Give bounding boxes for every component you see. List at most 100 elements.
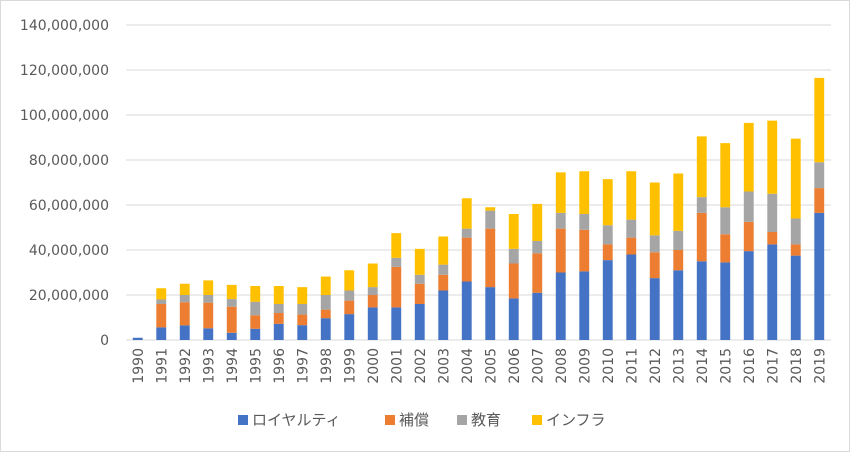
bar-segment-1 [226,332,237,340]
bar-segment-4 [602,179,613,226]
y-tick-label: 140,000,000 [20,18,109,34]
bar-segment-3 [203,295,214,303]
bar-segment-3 [226,299,237,307]
x-tick-label: 2010 [601,348,617,384]
bar-segment-1 [626,254,637,340]
bar-segment-2 [814,188,825,213]
y-tick-label: 20,000,000 [29,288,109,304]
y-tick-label: 40,000,000 [29,243,109,259]
bar-segment-3 [696,197,707,213]
x-tick-label: 1994 [225,348,241,384]
bar-segment-1 [461,281,472,340]
bar-segment-1 [696,261,707,340]
bar-segment-4 [508,214,519,249]
x-tick-label: 2000 [366,348,382,384]
bar-segment-4 [767,120,778,194]
bar-segment-3 [320,295,331,310]
legend-swatch [532,415,542,425]
bar-segment-4 [226,284,237,300]
x-tick-label: 1998 [319,348,335,384]
bar-segment-4 [649,182,660,236]
bar-segment-2 [720,234,731,263]
bar-segment-4 [344,270,355,291]
x-tick-label: 1999 [342,348,358,384]
bar-segment-1 [344,314,355,340]
bar-segment-2 [226,306,237,333]
legend-label: ロイヤルティ [252,411,341,429]
x-tick-label: 2018 [789,348,805,384]
bar-segment-3 [508,248,519,264]
bar-segment-4 [203,280,214,295]
bar-segment-3 [250,301,261,316]
bar-segment-4 [297,287,308,304]
bar-segment-4 [320,276,331,295]
bar-segment-2 [767,232,778,245]
x-tick-label: 1991 [154,348,170,384]
bar-segment-1 [367,307,378,340]
legend-swatch [457,415,467,425]
x-tick-label: 2008 [554,348,570,384]
bar-segment-3 [743,191,754,222]
bar-segment-1 [297,325,308,340]
bar-segment-2 [438,274,449,291]
bar-segment-1 [132,337,143,340]
x-tick-label: 2012 [648,348,664,384]
bar-segment-1 [743,251,754,340]
legend-label: 補償 [399,411,429,429]
bar-segment-2 [579,229,590,272]
bar-segment-1 [250,328,261,340]
bar-segment-2 [649,252,660,279]
bar-segment-4 [391,233,402,258]
bar-segment-2 [203,302,214,329]
bar-segment-3 [790,218,801,245]
bar-segment-4 [273,286,284,304]
bar-segment-2 [602,244,613,261]
bar-segment-2 [532,253,543,293]
bar-segment-4 [743,122,754,192]
x-tick-label: 2017 [765,348,781,384]
gridlines [126,24,831,341]
bar-segment-2 [696,212,707,262]
y-axis-tick-labels: 0 20,000,000 40,000,000 60,000,000 80,000,00… [20,18,109,349]
bar-segment-2 [461,237,472,282]
bar-segment-4 [696,136,707,198]
bar-segment-4 [485,207,496,211]
x-tick-label: 2014 [695,348,711,384]
bar-segment-1 [320,318,331,340]
x-tick-label: 1993 [201,348,217,384]
legend-swatch [385,415,395,425]
bar-segment-3 [414,274,425,284]
bar-segment-2 [508,263,519,299]
legend-label: インフラ [546,411,606,429]
bar-segment-4 [156,288,167,300]
bar-segment-1 [414,304,425,340]
x-tick-label: 2015 [718,348,734,384]
bar-segment-1 [767,244,778,340]
bar-segment-2 [743,221,754,252]
bar-segment-1 [391,307,402,340]
bar-segment-1 [532,292,543,340]
bar-segment-4 [626,171,637,220]
x-tick-label: 2019 [812,348,828,384]
bar-segment-1 [179,325,190,340]
bar-segment-3 [297,304,308,315]
y-tick-label: 80,000,000 [29,153,109,169]
x-tick-label: 1996 [272,348,288,384]
bar-segment-2 [367,295,378,308]
bar-segment-3 [438,264,449,275]
bar-segment-3 [720,207,731,235]
bar-segment-3 [344,290,355,301]
bar-segment-2 [626,237,637,255]
bar-segment-3 [532,241,543,254]
bar-segment-1 [555,272,566,340]
bar-segment-3 [767,193,778,232]
bar-segment-3 [461,228,472,238]
y-tick-label: 120,000,000 [20,63,109,79]
bar-segment-4 [673,173,684,231]
bar-segment-1 [203,328,214,340]
bar-segment-3 [391,257,402,267]
bar-segment-3 [673,230,684,250]
x-tick-label: 2009 [577,348,593,384]
bar-segment-4 [555,172,566,213]
